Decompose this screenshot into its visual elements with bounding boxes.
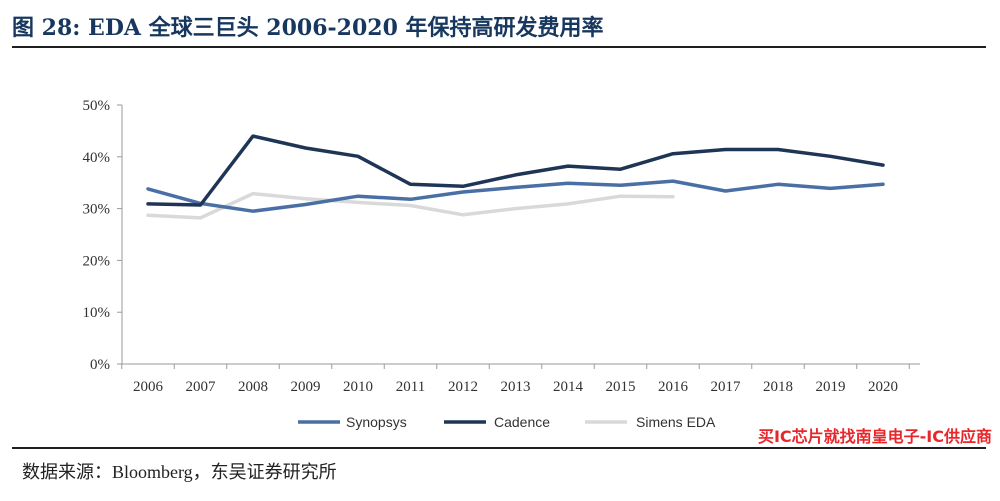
- x-tick-label: 2020: [868, 379, 898, 395]
- y-tick-label: 50%: [83, 98, 111, 114]
- x-tick-label: 2010: [343, 379, 373, 395]
- y-tick-label: 10%: [83, 305, 111, 321]
- x-tick-label: 2009: [291, 379, 321, 395]
- chart-legend: Synopsys Cadence Simens EDA: [298, 414, 716, 430]
- x-tick-label: 2018: [763, 379, 793, 395]
- title-rule: [12, 46, 986, 48]
- series-line-simens-eda: [146, 191, 675, 220]
- source-note: 数据来源：Bloomberg，东吴证券研究所: [22, 462, 337, 482]
- legend-label-synopsys: Synopsys: [346, 414, 407, 430]
- series-line-cadence: [146, 134, 885, 207]
- watermark-text: 买IC芯片就找南皇电子-IC供应商: [757, 427, 992, 446]
- y-tick-label: 30%: [83, 202, 111, 218]
- x-tick-label: 2012: [448, 379, 478, 395]
- x-tick-label: 2015: [606, 379, 636, 395]
- x-tick-label: 2014: [553, 379, 584, 395]
- legend-label-cadence: Cadence: [494, 414, 550, 430]
- x-tick-label: 2019: [816, 379, 846, 395]
- y-tick-label: 40%: [83, 150, 111, 166]
- x-tick-label: 2006: [133, 379, 164, 395]
- series-line-synopsys: [146, 179, 885, 213]
- chart-axes: 0% 10% 20% 30% 40% 50% 2006 2007 2008 2009 2010 201…: [83, 98, 920, 395]
- x-tick-label: 2017: [711, 379, 742, 395]
- figure-title: 图 28: EDA 全球三巨头 2006-2020 年保持高研发费用率: [12, 15, 604, 41]
- x-tick-label: 2016: [658, 379, 689, 395]
- x-tick-label: 2011: [396, 379, 425, 395]
- x-tick-label: 2013: [501, 379, 531, 395]
- chart-series: [146, 134, 885, 220]
- y-tick-label: 20%: [83, 253, 111, 269]
- y-tick-label: 0%: [90, 357, 110, 373]
- x-tick-label: 2007: [186, 379, 217, 395]
- source-rule: [12, 447, 986, 449]
- x-tick-label: 2008: [238, 379, 268, 395]
- legend-label-simens-eda: Simens EDA: [636, 414, 716, 430]
